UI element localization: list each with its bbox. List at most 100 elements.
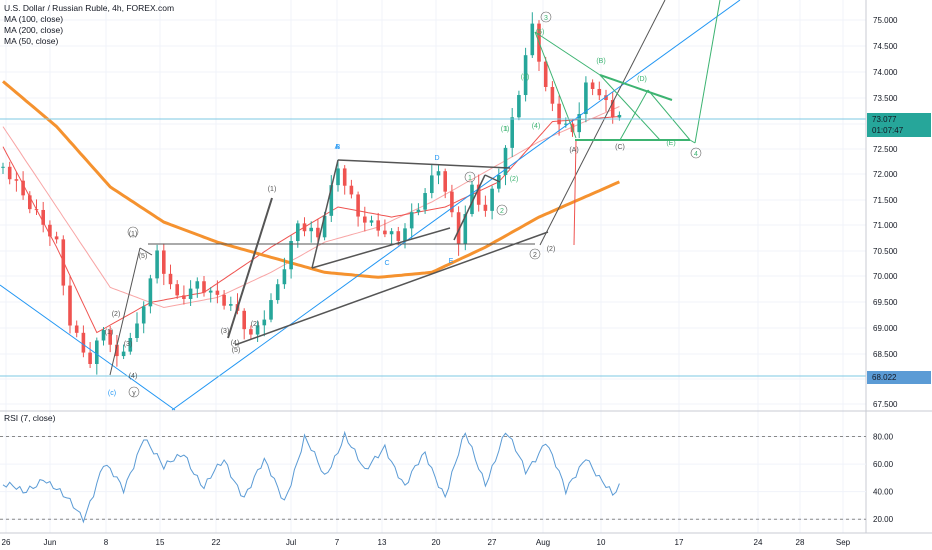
wave-label: D xyxy=(434,155,439,162)
candle-body xyxy=(342,168,347,186)
candle-body xyxy=(349,185,354,195)
candle-body xyxy=(503,147,508,176)
wave-circle xyxy=(496,204,508,216)
wave-circle xyxy=(464,171,476,183)
rsi-tick-label: 60.00 xyxy=(873,460,894,469)
wave-label: B xyxy=(336,144,341,151)
wave-label: 3 xyxy=(544,15,548,22)
candle-body xyxy=(363,216,367,223)
candle-body xyxy=(135,323,139,338)
candle-body xyxy=(450,191,454,213)
wave-label: (4) xyxy=(532,123,541,130)
candle-body xyxy=(215,290,220,295)
wave-label: (E) xyxy=(666,140,675,147)
candle-body xyxy=(423,193,427,210)
wave-label: 2 xyxy=(533,252,537,259)
wave-line xyxy=(109,247,141,376)
candle-body xyxy=(175,284,179,296)
wave-line xyxy=(311,227,451,269)
rsi-tick-label: 80.00 xyxy=(873,433,894,442)
candle-body xyxy=(14,179,19,181)
wave-label: (c) xyxy=(108,390,116,397)
ma-100-line xyxy=(2,80,620,279)
candle-body xyxy=(296,223,300,242)
candle-body xyxy=(68,285,72,326)
time-tick-label: 15 xyxy=(156,538,165,547)
support-badge-bg xyxy=(867,371,931,384)
time-tick-label: 20 xyxy=(432,538,441,547)
candle-body xyxy=(95,340,99,364)
candle-body xyxy=(21,180,25,196)
grid-lines xyxy=(0,0,866,533)
triangle-line xyxy=(534,31,601,76)
candle-body xyxy=(389,231,394,235)
wave-circle xyxy=(529,248,541,260)
trendline-down xyxy=(0,284,176,411)
time-tick-label: 26 xyxy=(2,538,11,547)
wave-label: (2) xyxy=(510,176,519,183)
wave-label: (4) xyxy=(231,340,240,347)
rsi-tick-label: 40.00 xyxy=(873,488,894,497)
wave-label: (A) xyxy=(569,147,578,154)
candle-body xyxy=(262,319,267,326)
legend-ma100[interactable]: MA (100, close) xyxy=(4,14,64,24)
rsi-tick-label: 20.00 xyxy=(873,515,894,524)
last-price-badge-text: 73.077 xyxy=(872,115,897,124)
candle-body xyxy=(128,337,133,352)
candle-body xyxy=(523,55,528,96)
candle-body xyxy=(476,184,481,205)
wave-label: (4) xyxy=(129,373,138,380)
price-tick-label: 69.500 xyxy=(873,298,898,307)
price-tick-label: 72.500 xyxy=(873,145,898,154)
wave-label: A xyxy=(335,144,340,151)
candle-body xyxy=(81,332,86,353)
wave-label: (3) xyxy=(124,341,133,348)
candle-body xyxy=(275,284,280,301)
rsi-panel: 80.00 60.00 40.00 20.00 xyxy=(0,430,894,524)
candle-body xyxy=(550,86,555,104)
time-tick-label: 7 xyxy=(335,538,340,547)
time-tick-label: 27 xyxy=(488,538,497,547)
wave-label: (3) xyxy=(221,328,230,335)
legend-ma200[interactable]: MA (200, close) xyxy=(4,25,64,35)
candle-body xyxy=(403,228,407,241)
candle-body xyxy=(41,209,45,225)
candle-body xyxy=(74,325,79,333)
candle-body xyxy=(188,288,193,299)
legend-ma50[interactable]: MA (50, close) xyxy=(4,36,59,46)
time-tick-label: 13 xyxy=(378,538,387,547)
price-tick-label: 73.500 xyxy=(873,94,898,103)
triangle-line xyxy=(599,74,661,141)
candle-body xyxy=(564,123,568,125)
price-tick-label: 75.000 xyxy=(873,16,898,25)
candle-body xyxy=(322,215,327,238)
candle-body xyxy=(383,230,387,235)
candle-body xyxy=(121,351,126,357)
candle-body xyxy=(316,227,320,238)
price-tick-label: 72.000 xyxy=(873,170,898,179)
time-tick-label: Sep xyxy=(836,538,851,547)
candle-body xyxy=(208,290,213,293)
trendline-up xyxy=(171,0,741,411)
candle-body xyxy=(282,269,287,285)
price-tick-label: 68.500 xyxy=(873,350,898,359)
wave-label: (B) xyxy=(596,58,605,65)
ma-200-line xyxy=(2,106,620,309)
wave-circle xyxy=(540,11,552,23)
wave-line xyxy=(311,159,339,269)
vertical-marker xyxy=(573,139,577,246)
candle-body xyxy=(148,278,153,307)
candle-body xyxy=(108,330,112,345)
last-price-badge-text: 01:07:47 xyxy=(872,126,904,135)
candle-body xyxy=(182,295,186,299)
wave-label: (2) xyxy=(251,321,260,328)
rsi-title[interactable]: RSI (7, close) xyxy=(4,413,56,423)
support-badge: 68.022 xyxy=(867,371,931,384)
candle-body xyxy=(483,204,488,211)
symbol-title: U.S. Dollar / Russian Ruble, 4h, FOREX.c… xyxy=(4,3,175,13)
candle-body xyxy=(336,168,340,186)
candle-body xyxy=(222,294,226,306)
wave-label: (3) xyxy=(521,74,530,81)
